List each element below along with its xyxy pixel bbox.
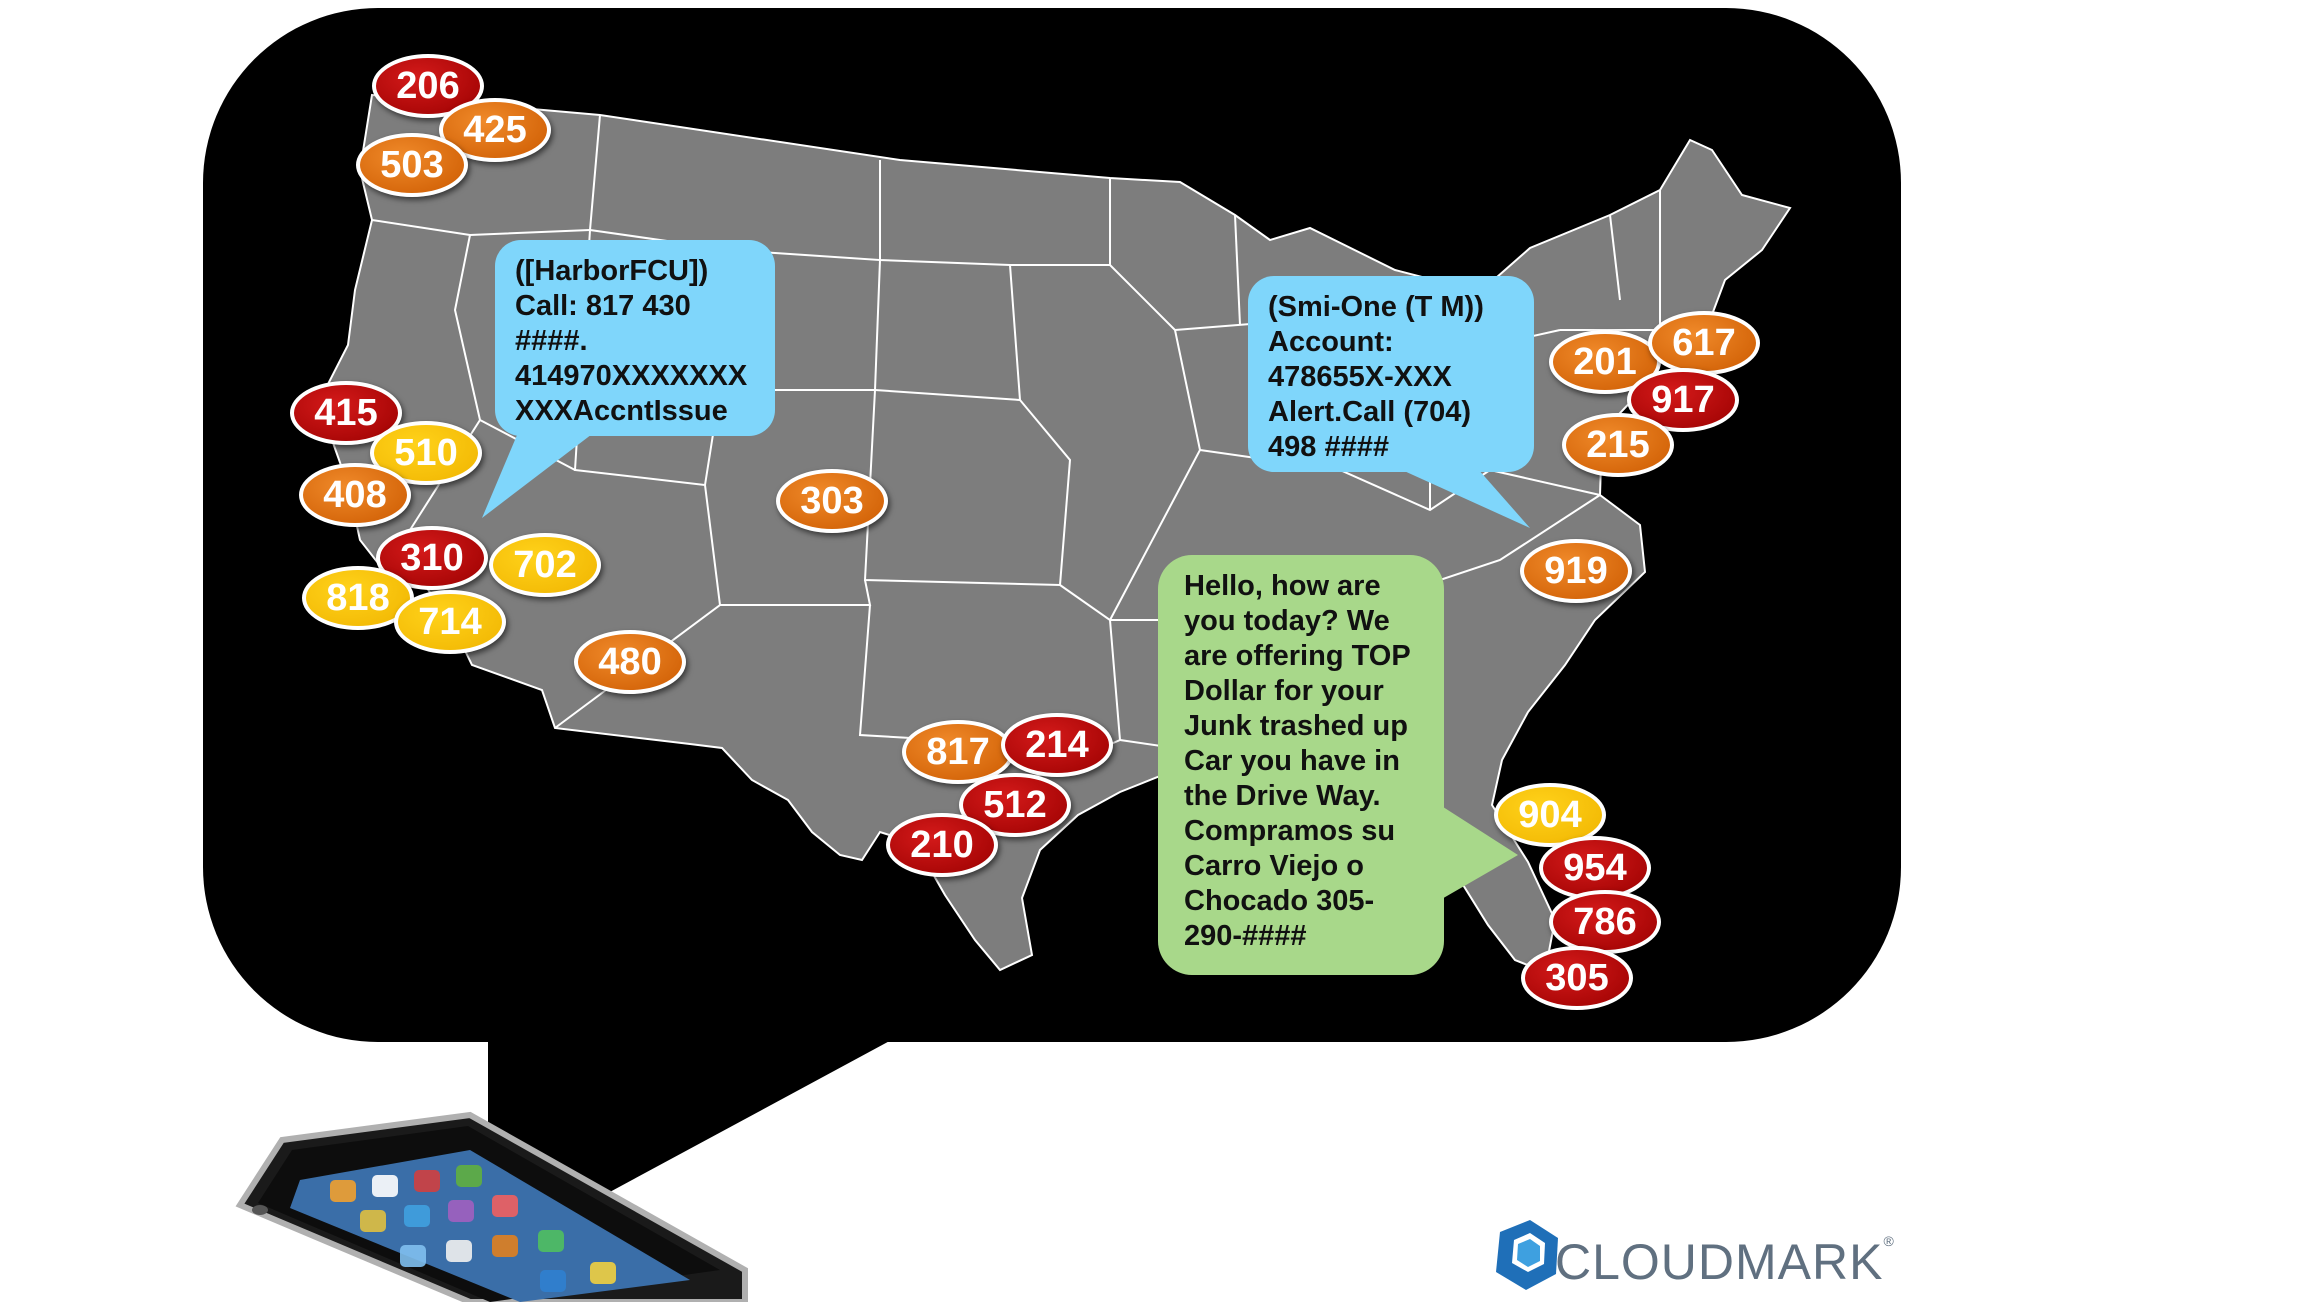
cloudmark-hexagon-icon bbox=[1496, 1220, 1558, 1290]
area-code-badge-702: 702 bbox=[489, 533, 601, 597]
area-code-badge-510: 510 bbox=[370, 421, 482, 485]
sms-junk-car: Hello, how are you today? We are offerin… bbox=[1158, 555, 1444, 975]
sms-smi-one: (Smi-One (T M)) Account: 478655X-XXX Ale… bbox=[1248, 276, 1534, 472]
area-code-badge-305: 305 bbox=[1521, 946, 1633, 1010]
cloudmark-logo: CLOUDMARK® bbox=[1555, 1233, 1895, 1290]
area-code-badge-817: 817 bbox=[902, 720, 1014, 784]
area-code-badge-954: 954 bbox=[1539, 836, 1651, 900]
area-code-badge-786: 786 bbox=[1549, 890, 1661, 954]
area-code-badge-215: 215 bbox=[1562, 413, 1674, 477]
area-code-badge-201: 201 bbox=[1549, 330, 1661, 394]
area-code-badge-919: 919 bbox=[1520, 539, 1632, 603]
area-code-badge-210: 210 bbox=[886, 813, 998, 877]
area-code-badge-503: 503 bbox=[356, 133, 468, 197]
area-code-badge-480: 480 bbox=[574, 630, 686, 694]
area-code-badge-303: 303 bbox=[776, 469, 888, 533]
area-code-badge-408: 408 bbox=[299, 463, 411, 527]
area-code-badge-904: 904 bbox=[1494, 783, 1606, 847]
sms-tail-harbor bbox=[482, 428, 600, 518]
sms-tail-smione bbox=[1380, 460, 1530, 528]
area-code-badge-617: 617 bbox=[1648, 311, 1760, 375]
sms-tail-junkcar bbox=[1440, 805, 1518, 900]
area-code-badge-214: 214 bbox=[1001, 713, 1113, 777]
smartphone-icon bbox=[235, 1111, 748, 1302]
speech-bubble-tail bbox=[488, 1030, 910, 1200]
area-code-badge-818: 818 bbox=[302, 566, 414, 630]
area-code-badge-714: 714 bbox=[394, 590, 506, 654]
sms-harbor-fcu: ([HarborFCU]) Call: 817 430 ####. 414970… bbox=[495, 240, 775, 436]
